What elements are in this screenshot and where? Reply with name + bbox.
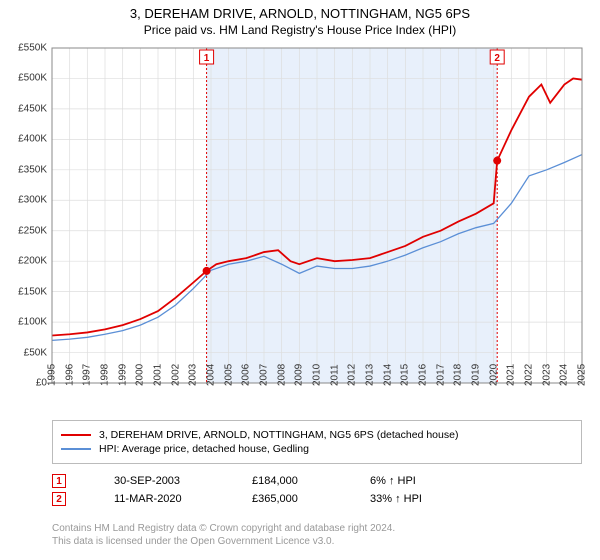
x-tick-label: 1998 <box>100 364 111 386</box>
x-tick-label: 2012 <box>347 364 358 386</box>
x-tick-label: 2005 <box>223 364 234 386</box>
x-tick-label: 2017 <box>435 364 446 386</box>
legend-row: HPI: Average price, detached house, Gedl… <box>61 443 573 455</box>
x-tick-label: 2018 <box>453 364 464 386</box>
x-tick-label: 2002 <box>170 364 181 386</box>
transaction-delta: 33% ↑ HPI <box>370 493 422 505</box>
copyright-line-2: This data is licensed under the Open Gov… <box>52 535 395 548</box>
x-tick-label: 2007 <box>259 364 270 386</box>
x-tick-label: 2014 <box>382 364 393 386</box>
x-tick-label: 2022 <box>524 364 535 386</box>
x-tick-label: 2003 <box>188 364 199 386</box>
legend-row: 3, DEREHAM DRIVE, ARNOLD, NOTTINGHAM, NG… <box>61 429 573 441</box>
chart-plot: 12 <box>0 0 600 385</box>
x-tick-label: 2021 <box>506 364 517 386</box>
x-tick-label: 2011 <box>329 364 340 386</box>
x-tick-label: 2019 <box>471 364 482 386</box>
transaction-price: £184,000 <box>252 475 342 487</box>
x-tick-label: 2025 <box>577 364 588 386</box>
x-tick-label: 2010 <box>312 364 323 386</box>
legend-text: HPI: Average price, detached house, Gedl… <box>99 443 309 455</box>
x-tick-label: 2015 <box>400 364 411 386</box>
transaction-date: 30-SEP-2003 <box>114 475 224 487</box>
transaction-date: 11-MAR-2020 <box>114 493 224 505</box>
x-tick-label: 2006 <box>241 364 252 386</box>
x-tick-label: 1996 <box>64 364 75 386</box>
x-tick-label: 1997 <box>82 364 93 386</box>
x-tick-label: 2004 <box>206 364 217 386</box>
chart-legend: 3, DEREHAM DRIVE, ARNOLD, NOTTINGHAM, NG… <box>52 420 582 464</box>
x-tick-label: 2008 <box>276 364 287 386</box>
svg-text:1: 1 <box>204 53 210 64</box>
transaction-marker: 1 <box>52 474 66 488</box>
transaction-row: 1 30-SEP-2003 £184,000 6% ↑ HPI <box>52 474 450 488</box>
svg-text:2: 2 <box>494 53 500 64</box>
x-tick-label: 1995 <box>47 364 58 386</box>
copyright-notice: Contains HM Land Registry data © Crown c… <box>52 522 395 548</box>
transaction-delta: 6% ↑ HPI <box>370 475 416 487</box>
legend-swatch <box>61 448 91 450</box>
transaction-table: 1 30-SEP-2003 £184,000 6% ↑ HPI 2 11-MAR-… <box>52 470 450 510</box>
x-tick-label: 2001 <box>153 364 164 386</box>
transaction-price: £365,000 <box>252 493 342 505</box>
x-tick-label: 2009 <box>294 364 305 386</box>
x-tick-label: 2020 <box>488 364 499 386</box>
transaction-marker: 2 <box>52 492 66 506</box>
x-tick-label: 2024 <box>559 364 570 386</box>
x-tick-label: 2016 <box>418 364 429 386</box>
x-tick-label: 2013 <box>365 364 376 386</box>
copyright-line-1: Contains HM Land Registry data © Crown c… <box>52 522 395 535</box>
x-tick-label: 2023 <box>541 364 552 386</box>
legend-swatch <box>61 434 91 436</box>
legend-text: 3, DEREHAM DRIVE, ARNOLD, NOTTINGHAM, NG… <box>99 429 458 441</box>
x-tick-label: 1999 <box>117 364 128 386</box>
transaction-row: 2 11-MAR-2020 £365,000 33% ↑ HPI <box>52 492 450 506</box>
x-tick-label: 2000 <box>135 364 146 386</box>
